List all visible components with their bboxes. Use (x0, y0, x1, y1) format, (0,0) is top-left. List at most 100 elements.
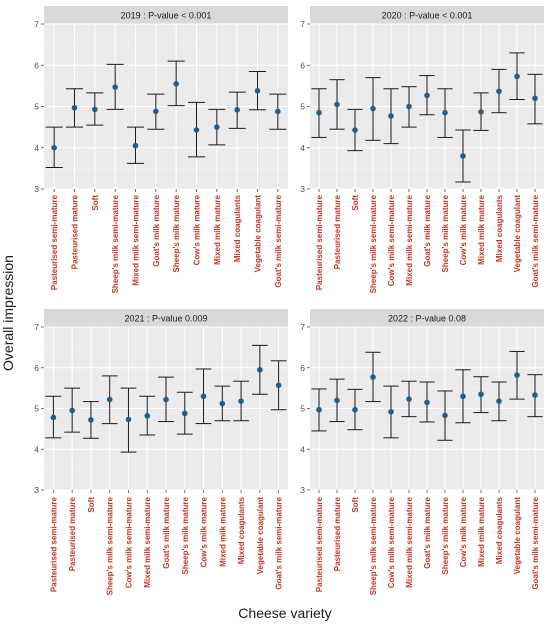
x-tick-label: Mixed milk semi-mature (405, 194, 414, 285)
x-tick-label: Cow's milk semi-mature (124, 496, 133, 588)
x-tick-label: Sheep's milk mature (181, 496, 190, 574)
data-point (316, 406, 322, 413)
x-tick-label: Pasteurised semi-mature (50, 194, 59, 290)
panel-strip (44, 6, 288, 24)
data-point (275, 108, 281, 115)
data-point (71, 104, 78, 111)
data-point (442, 412, 448, 419)
y-tick-label: 6 (300, 60, 305, 70)
x-tick-label: Sheep's milk mature (172, 194, 181, 272)
data-point (275, 382, 282, 389)
x-tick-label: Sheep's milk semi-mature (369, 496, 378, 595)
data-point (132, 142, 139, 149)
x-tick-label: Pasteurised mature (68, 496, 77, 571)
x-tick-label: Mixed coagulants (233, 194, 242, 262)
x-tick-label: Mixed milk mature (477, 194, 486, 264)
x-tick-label: Vegetable coagulant (256, 497, 265, 575)
data-point (370, 105, 376, 112)
x-tick-label: Goat's milk mature (162, 496, 171, 568)
y-tick-label: 5 (300, 404, 305, 414)
x-tick-label: Sheep's milk mature (441, 496, 450, 574)
y-tick-label: 4 (34, 143, 39, 153)
chart-panel-4: 2022 : P-value 0.08 3 4 5 6 7 Pasteurised semi… (300, 309, 544, 595)
x-tick-label: Pasteurised semi-mature (315, 496, 324, 592)
x-tick-label: Goat's milk semi-mature (531, 496, 540, 589)
data-point (112, 84, 118, 90)
data-point (219, 400, 226, 407)
data-point (532, 392, 538, 398)
x-tick-label: Pasteurised mature (71, 194, 80, 269)
y-tick-label: 5 (34, 404, 39, 414)
x-tick-label: Vegetable coagulant (513, 195, 522, 273)
y-tick-label: 4 (34, 444, 39, 454)
x-tick-label: Cow's milk semi-mature (387, 194, 396, 286)
x-tick-label: Mixed coagulants (237, 496, 246, 564)
y-tick-label: 3 (34, 184, 39, 194)
x-axis-title: Cheese variety (238, 605, 331, 621)
y-tick-label: 5 (34, 102, 39, 112)
data-point (181, 410, 188, 417)
y-tick-label: 7 (34, 322, 39, 332)
data-point (200, 393, 207, 400)
data-point (163, 396, 169, 403)
data-point (496, 88, 502, 95)
data-point (442, 109, 448, 116)
y-tick-label: 6 (34, 363, 39, 373)
x-tick-label: Vegetable coagulant (513, 497, 522, 575)
chart-panels: 2019 : P-value < 0.001 3 4 5 6 7 Pasteurised s… (34, 6, 544, 595)
data-point (316, 109, 322, 116)
data-point (424, 399, 430, 406)
data-point (254, 88, 261, 94)
y-tick-label: 3 (300, 184, 305, 194)
x-tick-label: Sheep's milk semi-mature (369, 194, 378, 293)
x-tick-label: Goat's milk mature (152, 194, 161, 266)
chart-panel-1: 2019 : P-value < 0.001 3 4 5 6 7 Pasteurised s… (34, 6, 288, 293)
x-tick-label: Mixed milk semi-mature (132, 194, 141, 285)
x-tick-label: Mixed milk mature (218, 496, 227, 566)
data-point (238, 398, 244, 404)
data-point (173, 81, 179, 87)
x-tick-label: Sheep's milk semi-mature (106, 496, 115, 595)
x-tick-label: Pasteurised semi-mature (315, 194, 324, 290)
data-point (514, 73, 520, 80)
x-tick-label: Soft (351, 195, 360, 211)
x-tick-label: Soft (351, 497, 360, 513)
x-tick-label: Soft (91, 195, 100, 211)
data-point (478, 391, 484, 398)
x-tick-label: Pasteurised mature (333, 496, 342, 571)
x-tick-label: Goat's milk semi-mature (274, 194, 283, 287)
x-tick-label: Cow's milk semi-mature (387, 496, 396, 588)
x-tick-label: Goat's milk semi-mature (275, 496, 284, 589)
x-tick-label: Mixed milk semi-mature (405, 496, 414, 587)
y-tick-label: 4 (300, 143, 305, 153)
panel-title: 2020 : P-value < 0.001 (382, 11, 473, 21)
data-point (193, 127, 200, 133)
data-point (424, 92, 430, 99)
x-tick-label: Mixed milk mature (213, 194, 222, 264)
data-point (388, 408, 394, 415)
x-tick-label: Sheep's milk semi-mature (111, 194, 120, 293)
data-point (478, 109, 484, 115)
data-point (370, 374, 376, 380)
x-tick-label: Cow's milk mature (193, 194, 202, 265)
x-tick-label: Vegetable coagulant (254, 195, 263, 273)
data-point (69, 407, 75, 414)
panel-strip (310, 6, 544, 24)
data-point (234, 107, 240, 113)
y-tick-label: 7 (34, 19, 39, 29)
x-tick-label: Soft (87, 497, 96, 513)
y-tick-label: 3 (34, 485, 39, 495)
y-tick-label: 6 (34, 60, 39, 70)
data-point (496, 398, 502, 404)
data-point (406, 396, 412, 402)
panel-strip (44, 309, 288, 327)
x-tick-label: Cow's milk mature (200, 496, 209, 567)
x-tick-label: Cow's milk mature (459, 496, 468, 567)
y-tick-label: 6 (300, 363, 305, 373)
data-point (388, 113, 394, 119)
data-point (214, 124, 220, 130)
chart-panel-3: 2021 : P-value 0.009 3 4 5 6 7 Pasteurised sem… (34, 309, 288, 595)
panel-title: 2021 : P-value 0.009 (124, 314, 207, 324)
x-tick-label: Mixed milk semi-mature (143, 496, 152, 587)
